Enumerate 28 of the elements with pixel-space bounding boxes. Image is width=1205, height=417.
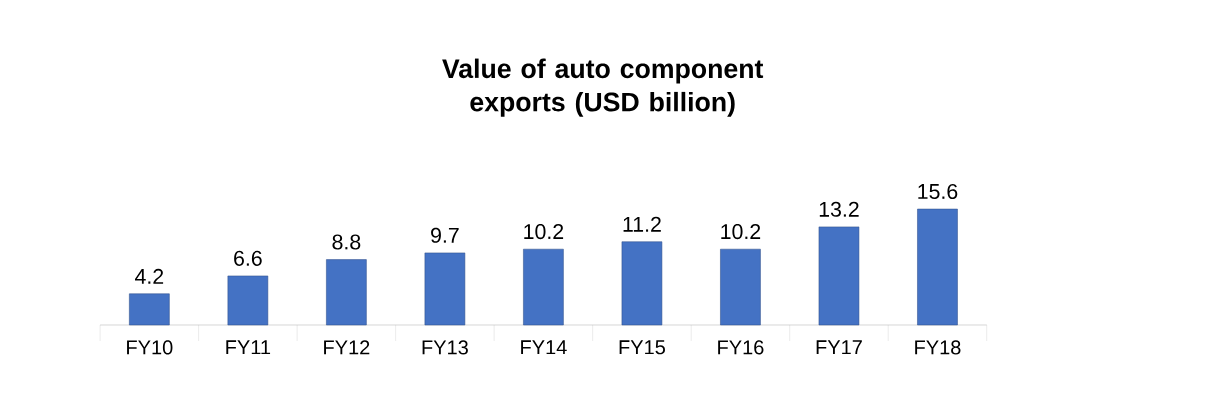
- data-label: 8.8: [332, 234, 361, 250]
- data-label: 15.6: [918, 183, 958, 200]
- x-tick-label: FY16: [718, 340, 764, 355]
- x-tick-label: FY12: [324, 340, 370, 355]
- x-tick-label: FY17: [816, 340, 862, 355]
- bar: [129, 293, 170, 326]
- bar: [523, 248, 564, 326]
- chart-title: Value of auto component exports (USD billion): [442, 58, 764, 117]
- data-label: 11.2: [623, 216, 661, 232]
- bar: [227, 275, 269, 326]
- data-label: 9.7: [431, 227, 459, 243]
- bar: [917, 208, 958, 326]
- x-tick-label: FY11: [226, 340, 271, 355]
- data-label: 10.2: [721, 224, 761, 240]
- bar: [326, 259, 367, 326]
- bar: [818, 226, 860, 326]
- bar: [621, 241, 663, 326]
- x-tick-label: FY13: [422, 340, 468, 355]
- bar: [424, 252, 466, 326]
- data-label: 10.2: [524, 224, 564, 240]
- bar: [720, 248, 761, 326]
- x-tick-label: FY14: [521, 340, 567, 355]
- data-label: 13.2: [819, 201, 859, 217]
- x-tick-label: FY10: [127, 340, 173, 355]
- x-tick-label: FY18: [915, 340, 961, 355]
- data-label: 6.6: [234, 250, 262, 266]
- data-label: 4.2: [135, 268, 164, 284]
- x-tick-label: FY15: [619, 340, 665, 355]
